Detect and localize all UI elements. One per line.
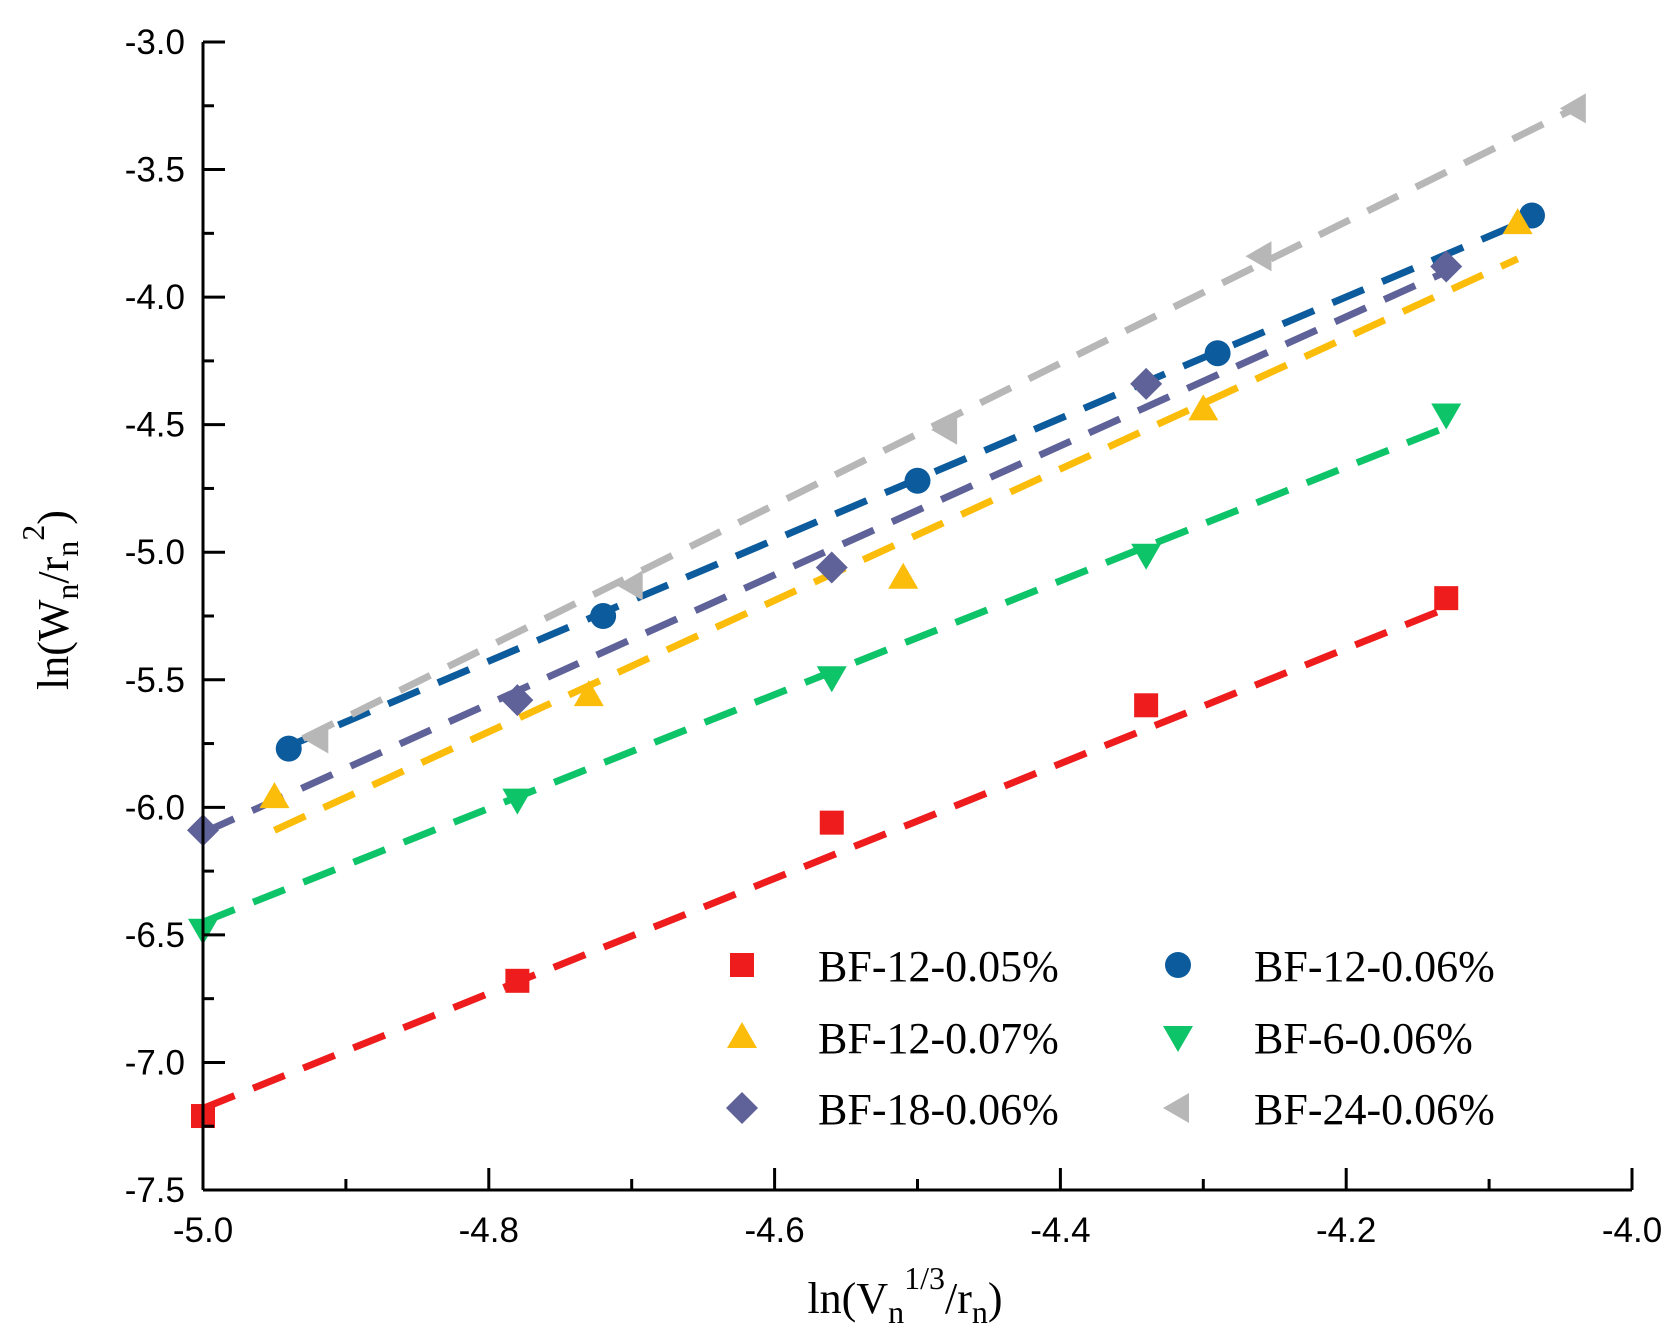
legend-label-bf-18-0-06: BF-18-0.06%: [818, 1085, 1059, 1134]
fit-line-bf-18-0-06: [201, 268, 1448, 837]
y-axis-title: ln(Wn/rn2): [15, 510, 85, 690]
data-point-bf-24-0-06-1: [616, 570, 643, 601]
data-point-bf-18-0-06-1: [501, 684, 534, 717]
data-point-bf-12-0-06-0: [275, 735, 302, 762]
y-tick-label: -6.5: [125, 916, 185, 955]
data-point-bf-6-0-06-4: [1431, 403, 1462, 430]
data-point-bf-12-0-05-4: [1434, 586, 1459, 611]
fit-line-bf-24-0-06: [301, 105, 1577, 742]
data-point-bf-12-0-05-2: [819, 810, 844, 835]
data-point-bf-24-0-06-2: [931, 414, 958, 445]
x-tick-label: -5.0: [173, 1211, 233, 1250]
data-point-bf-12-0-06-2: [904, 467, 931, 494]
data-point-bf-24-0-06-0: [302, 723, 329, 754]
data-point-bf-12-0-07-2: [888, 562, 919, 589]
legend-label-bf-12-0-06: BF-12-0.06%: [1254, 942, 1495, 991]
legend-label-bf-12-0-05: BF-12-0.05%: [818, 942, 1059, 991]
y-tick-label: -7.0: [125, 1043, 185, 1082]
data-point-bf-12-0-06-1: [590, 603, 617, 629]
data-point-bf-12-0-07-1: [573, 680, 604, 707]
data-point-bf-24-0-06-4: [1559, 93, 1586, 124]
data-point-bf-6-0-06-2: [816, 666, 847, 693]
fit-line-bf-12-0-07: [272, 255, 1520, 834]
x-tick-label: -4.6: [744, 1211, 804, 1250]
y-tick-label: -3.0: [125, 23, 185, 62]
data-point-bf-12-0-07-0: [259, 782, 290, 809]
legend-marker-bf-12-0-07: [727, 1022, 757, 1048]
data-point-bf-12-0-05-3: [1134, 693, 1159, 718]
y-tick-label: -6.0: [125, 788, 185, 827]
legend-marker-bf-24-0-06: [1163, 1093, 1189, 1123]
data-markers: [187, 93, 1586, 1129]
x-tick-label: -4.0: [1602, 1211, 1662, 1250]
data-point-bf-6-0-06-1: [502, 788, 533, 815]
fit-line-bf-12-0-05: [201, 605, 1448, 1112]
y-tick-label: -4.5: [125, 406, 185, 445]
data-point-bf-12-0-07-3: [1188, 394, 1219, 421]
y-tick-label: -4.0: [125, 278, 185, 317]
y-tick-label: -7.5: [125, 1171, 185, 1210]
data-point-bf-18-0-06-3: [1130, 367, 1163, 400]
data-point-bf-12-0-06-3: [1204, 340, 1231, 367]
data-point-bf-24-0-06-3: [1245, 241, 1272, 272]
data-point-bf-12-0-05-1: [505, 968, 530, 993]
legend-label-bf-6-0-06: BF-6-0.06%: [1254, 1014, 1473, 1063]
legend-label-bf-12-0-07: BF-12-0.07%: [818, 1014, 1059, 1063]
legend-marker-bf-12-0-06: [1165, 952, 1191, 978]
x-tick-label: -4.4: [1030, 1211, 1090, 1250]
legend-marker-bf-12-0-05: [730, 953, 754, 977]
legend: BF-12-0.05% BF-12-0.06% BF-12-0.07% BF-6-0.…: [726, 942, 1495, 1134]
y-tick-label: -5.5: [125, 661, 185, 700]
legend-marker-bf-6-0-06: [1163, 1026, 1193, 1052]
data-point-bf-12-0-07-4: [1502, 208, 1533, 235]
y-tick-label: -5.0: [125, 533, 185, 572]
legend-label-bf-24-0-06: BF-24-0.06%: [1254, 1085, 1495, 1134]
axes: -3.0 -3.5 -4.0 -4.5 -5.0 -5.5 -6.0 -6.5 -7.0 -7.5…: [125, 23, 1662, 1250]
legend-marker-bf-18-0-06: [726, 1092, 758, 1124]
data-point-bf-6-0-06-3: [1131, 543, 1162, 570]
data-point-bf-18-0-06-2: [815, 551, 848, 584]
x-tick-label: -4.8: [459, 1211, 519, 1250]
data-point-bf-18-0-06-4: [1430, 250, 1463, 283]
y-tick-label: -3.5: [125, 151, 185, 190]
x-axis-title: ln(Vn1/3/rn): [807, 1260, 1002, 1329]
x-tick-label: -4.2: [1316, 1211, 1376, 1250]
